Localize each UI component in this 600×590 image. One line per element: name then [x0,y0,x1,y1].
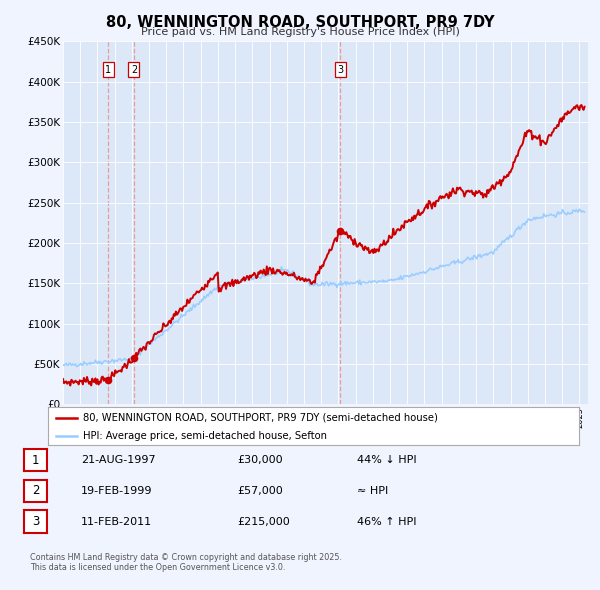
Text: 44% ↓ HPI: 44% ↓ HPI [357,455,416,465]
Text: Contains HM Land Registry data © Crown copyright and database right 2025.: Contains HM Land Registry data © Crown c… [30,553,342,562]
Text: 46% ↑ HPI: 46% ↑ HPI [357,517,416,526]
Text: 1: 1 [32,454,39,467]
Text: This data is licensed under the Open Government Licence v3.0.: This data is licensed under the Open Gov… [30,563,286,572]
Text: £30,000: £30,000 [237,455,283,465]
Text: Price paid vs. HM Land Registry's House Price Index (HPI): Price paid vs. HM Land Registry's House … [140,27,460,37]
Text: 2: 2 [131,64,137,74]
Text: 80, WENNINGTON ROAD, SOUTHPORT, PR9 7DY: 80, WENNINGTON ROAD, SOUTHPORT, PR9 7DY [106,15,494,30]
Text: ≈ HPI: ≈ HPI [357,486,388,496]
Text: £57,000: £57,000 [237,486,283,496]
Text: 3: 3 [337,64,343,74]
Text: 2: 2 [32,484,39,497]
Text: £215,000: £215,000 [237,517,290,526]
Text: 11-FEB-2011: 11-FEB-2011 [81,517,152,526]
Text: 80, WENNINGTON ROAD, SOUTHPORT, PR9 7DY (semi-detached house): 80, WENNINGTON ROAD, SOUTHPORT, PR9 7DY … [83,413,437,423]
Text: 1: 1 [106,64,112,74]
Text: 21-AUG-1997: 21-AUG-1997 [81,455,155,465]
Text: HPI: Average price, semi-detached house, Sefton: HPI: Average price, semi-detached house,… [83,431,326,441]
Text: 3: 3 [32,515,39,528]
Text: 19-FEB-1999: 19-FEB-1999 [81,486,152,496]
